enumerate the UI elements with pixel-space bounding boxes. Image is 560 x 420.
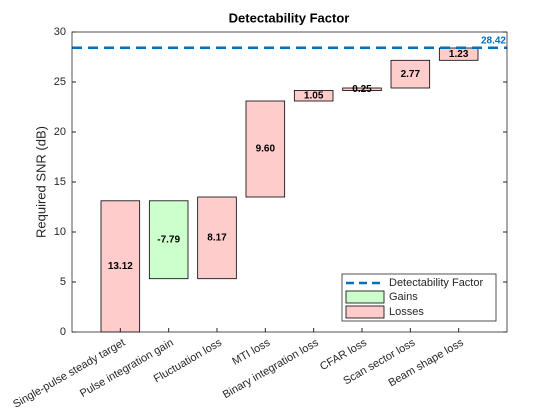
y-tick-label: 5 (60, 276, 66, 288)
y-tick-label: 20 (54, 126, 66, 138)
y-tick-label: 0 (60, 326, 66, 338)
x-tick-label: MTI loss (230, 336, 272, 367)
axes-box (71, 31, 508, 333)
bar (245, 100, 286, 198)
bar (342, 87, 382, 91)
x-tick-label: Pulse integration gain (78, 337, 176, 400)
legend-label: Detectability Factor (389, 277, 483, 289)
legend-label: Gains (389, 291, 418, 303)
bar (100, 200, 141, 333)
data-label: 1.23 (449, 49, 469, 60)
data-label: 9.60 (256, 144, 276, 155)
y-tick-label: 30 (54, 26, 66, 38)
reference-label: 28.42 (481, 35, 506, 46)
bar (148, 200, 189, 280)
legend-swatch (345, 290, 385, 304)
data-label: 8.17 (207, 232, 227, 243)
y-tick-label: 10 (54, 226, 66, 238)
bar (390, 59, 431, 89)
data-label: 13.12 (108, 261, 133, 272)
chart-title: Detectability Factor (229, 10, 350, 25)
bar (293, 90, 334, 102)
bar (197, 196, 237, 280)
data-label: 1.05 (304, 90, 324, 101)
y-axis-label: Required SNR (dB) (33, 126, 48, 238)
data-label: 0.25 (352, 84, 372, 95)
legend-label: Losses (389, 306, 424, 318)
data-label: -7.79 (157, 234, 180, 245)
data-label: 2.77 (401, 69, 421, 80)
y-tick-label: 25 (54, 76, 66, 88)
y-tick-label: 15 (54, 176, 66, 188)
legend-swatch (345, 305, 385, 319)
